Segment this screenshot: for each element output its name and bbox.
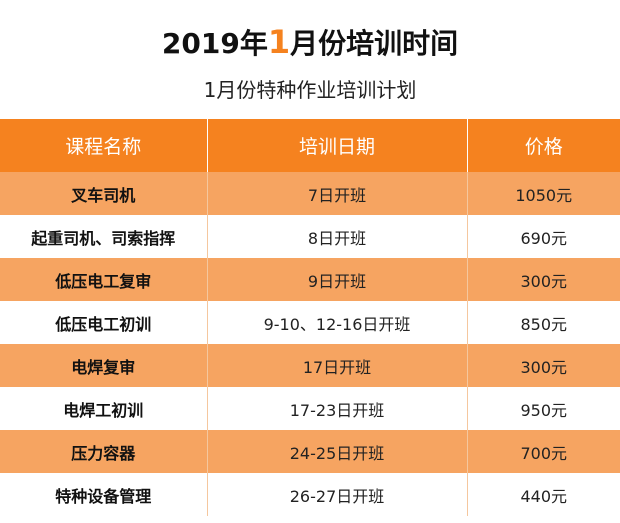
course-name-cell: 低压电工复审 (0, 258, 208, 301)
training-schedule-table: 课程名称 培训日期 价格 叉车司机 7日开班 1050元 起重司机、司索指挥 8… (0, 119, 620, 516)
column-header-price: 价格 (467, 119, 620, 172)
course-name-cell: 起重司机、司索指挥 (0, 215, 208, 258)
date-cell: 17日开班 (207, 344, 468, 387)
course-name-cell: 特种设备管理 (0, 473, 208, 516)
price-cell: 300元 (467, 344, 620, 387)
price-cell: 440元 (467, 473, 620, 516)
table-row: 起重司机、司索指挥 8日开班 690元 (0, 215, 620, 258)
date-cell: 26-27日开班 (207, 473, 468, 516)
table-row: 低压电工初训 9-10、12-16日开班 850元 (0, 301, 620, 344)
price-cell: 300元 (467, 258, 620, 301)
date-cell: 9-10、12-16日开班 (207, 301, 468, 344)
title-month-highlight: 1 (267, 23, 291, 61)
course-name-cell: 叉车司机 (0, 172, 208, 215)
title-year: 2019年 (161, 27, 268, 60)
table-row: 低压电工复审 9日开班 300元 (0, 258, 620, 301)
date-cell: 8日开班 (207, 215, 468, 258)
price-cell: 690元 (467, 215, 620, 258)
price-cell: 850元 (467, 301, 620, 344)
table-header-row: 课程名称 培训日期 价格 (0, 119, 620, 172)
table-row: 叉车司机 7日开班 1050元 (0, 172, 620, 215)
price-cell: 1050元 (467, 172, 620, 215)
date-cell: 24-25日开班 (207, 430, 468, 473)
date-cell: 17-23日开班 (207, 387, 468, 430)
course-name-cell: 电焊工初训 (0, 387, 208, 430)
course-name-cell: 压力容器 (0, 430, 208, 473)
table-row: 特种设备管理 26-27日开班 440元 (0, 473, 620, 516)
price-cell: 950元 (467, 387, 620, 430)
table-row: 电焊工初训 17-23日开班 950元 (0, 387, 620, 430)
page-subtitle: 1月份特种作业培训计划 (203, 78, 417, 102)
page-title: 2019年1月份培训时间 (0, 22, 620, 62)
column-header-course: 课程名称 (0, 119, 208, 172)
table-row: 压力容器 24-25日开班 700元 (0, 430, 620, 473)
price-cell: 700元 (467, 430, 620, 473)
date-cell: 7日开班 (207, 172, 468, 215)
course-name-cell: 电焊复审 (0, 344, 208, 387)
title-rest: 月份培训时间 (290, 27, 459, 60)
table-row: 电焊复审 17日开班 300元 (0, 344, 620, 387)
column-header-date: 培训日期 (207, 119, 468, 172)
date-cell: 9日开班 (207, 258, 468, 301)
course-name-cell: 低压电工初训 (0, 301, 208, 344)
